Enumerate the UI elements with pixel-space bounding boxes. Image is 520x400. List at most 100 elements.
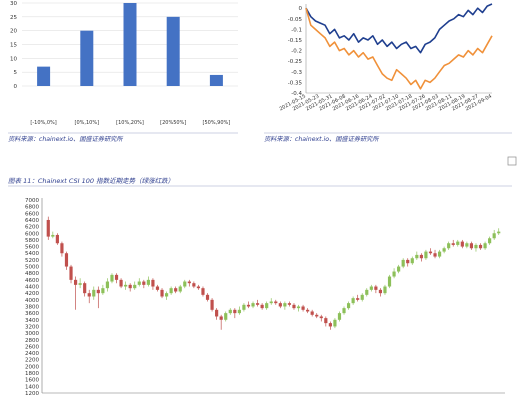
candle — [437, 249, 442, 259]
candle-y-tick-label: 4800 — [25, 271, 39, 277]
candle — [333, 318, 337, 329]
candle — [215, 308, 219, 320]
candle-body — [328, 323, 332, 327]
candle — [424, 249, 428, 260]
candle-body — [397, 266, 401, 272]
candle-body — [105, 281, 110, 289]
candle — [469, 241, 474, 250]
candle-body — [92, 289, 96, 297]
candle-body — [378, 289, 383, 294]
candle-y-tick-label: 3600 — [25, 311, 39, 317]
candle-body — [219, 316, 223, 320]
candle — [169, 286, 173, 295]
bar-y-tick-label: 30 — [10, 1, 17, 7]
candle-body — [296, 306, 301, 309]
candle-body — [201, 288, 205, 295]
candle — [474, 243, 478, 252]
candle-body — [315, 314, 319, 317]
candle-body — [260, 304, 264, 309]
candle-y-tick-label: 5000 — [25, 265, 39, 271]
candle — [383, 284, 387, 295]
candle-body — [237, 309, 241, 314]
candle-body — [365, 289, 369, 295]
candle-body — [274, 301, 278, 304]
line-y-tick-label: -0.35 — [288, 80, 303, 86]
candle-body — [242, 304, 246, 310]
candle — [124, 281, 128, 290]
candle-y-tick-label: 4200 — [25, 291, 39, 297]
candle-body — [447, 243, 451, 249]
candle — [224, 311, 228, 322]
candle-body — [87, 293, 91, 297]
bar-series — [37, 3, 223, 87]
candle — [356, 294, 360, 302]
candle — [447, 241, 451, 250]
candle — [387, 274, 392, 289]
candle — [492, 229, 496, 240]
candle — [397, 264, 401, 274]
candle-body — [324, 318, 328, 324]
candle-y-tick-label: 4600 — [25, 278, 39, 284]
candle-body — [406, 259, 410, 264]
candle-body — [78, 283, 82, 285]
candle — [178, 284, 182, 294]
candle — [251, 301, 255, 309]
candle-body — [124, 284, 128, 287]
candle — [483, 241, 487, 250]
candle-body — [183, 281, 187, 287]
checkbox[interactable] — [507, 156, 517, 166]
candle-y-tick-label: 2000 — [25, 364, 39, 370]
candle-body — [69, 266, 73, 280]
candle-body — [269, 301, 273, 304]
candle-body — [374, 286, 378, 290]
candle — [306, 308, 310, 314]
candle-body — [310, 311, 314, 315]
candle — [164, 291, 169, 300]
candle — [133, 281, 137, 290]
candle — [119, 278, 123, 289]
candle — [260, 303, 264, 310]
candle-body — [369, 286, 373, 290]
bar-x-tick-labels: [-10%,0%] [0%,10%] [10%,20%] [20%50%] [50%,9… — [30, 120, 230, 126]
candle — [488, 236, 492, 245]
candle — [183, 279, 187, 289]
candle — [160, 288, 164, 299]
candle-body — [60, 243, 64, 254]
candle-body — [110, 274, 114, 282]
candle-body — [346, 303, 351, 309]
candle-body — [442, 248, 446, 252]
candle — [174, 286, 178, 294]
candle-body — [419, 254, 423, 259]
figure-caption: 图表 11：Chainext CSI 100 指数近期走势（绿涨红跌） — [8, 177, 174, 185]
candlestick-chart: 1200140016001800200022002400260028003000… — [25, 198, 505, 397]
candle-y-tick-label: 2800 — [25, 338, 39, 344]
candle-y-tick-label: 7000 — [25, 198, 39, 204]
candle-y-tick-label: 1800 — [25, 371, 39, 377]
candle — [233, 308, 237, 319]
candle-body — [278, 303, 282, 307]
candle-y-tick-label: 2600 — [25, 344, 39, 350]
candle-body — [210, 299, 214, 310]
candle — [128, 283, 132, 292]
bar-y-tick-label: 20 — [10, 29, 17, 35]
candle-body — [460, 241, 464, 247]
candle-body — [478, 244, 483, 249]
candle-body — [497, 231, 501, 234]
candle — [55, 233, 59, 245]
source-left: 资料来源：chainext.io、国盛证券研究所 — [8, 135, 123, 143]
candle-y-tick-labels: 1200140016001800200022002400260028003000… — [25, 198, 39, 397]
candle — [110, 273, 114, 284]
candle — [433, 249, 437, 259]
candle-body — [73, 279, 78, 285]
bar-x-tick-label: [0%,10%] — [75, 120, 100, 126]
candle-body — [169, 288, 173, 294]
candle — [346, 301, 351, 310]
candle — [146, 276, 150, 287]
navy-series-line — [305, 3, 493, 54]
candle-body — [246, 304, 251, 307]
bar — [80, 30, 94, 87]
candle-body — [55, 234, 59, 244]
candle — [101, 284, 105, 295]
line-y-tick-labels: 0 -0.05 -0.1 -0.15 -0.2 -0.25 -0.3 -0.35 -0.4 — [288, 6, 303, 97]
